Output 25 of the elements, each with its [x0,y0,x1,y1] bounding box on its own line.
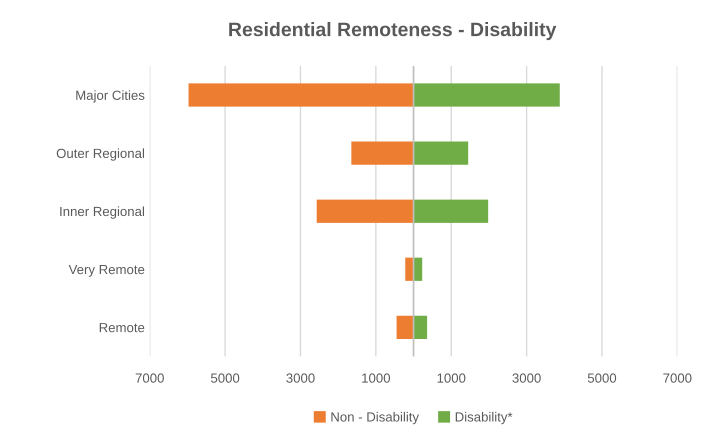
y-tick-label: Major Cities [76,90,144,103]
legend-label: Disability* [456,412,512,424]
bar [405,258,414,281]
bar [414,316,428,339]
y-tick-label: Remote [100,323,144,332]
y-tick-label: Inner Regional [60,206,144,219]
y-tick-label: Outer Regional [56,148,144,161]
x-tick-label: 5000 [210,373,240,383]
bar [316,200,414,223]
legend-label: Non - Disability [331,412,420,424]
y-tick-label: Very Remote [68,264,144,277]
bar [351,142,414,165]
x-tick-label: 3000 [286,373,315,383]
x-tick-label: 1000 [438,373,466,383]
bar [414,142,468,165]
bar [188,83,414,107]
chart-title: Residential Remoteness - Disability [229,22,556,40]
bar [414,83,560,107]
x-tick-label: 3000 [512,373,541,383]
x-tick-label: 7000 [136,373,164,383]
x-tick-label: 1000 [362,373,390,383]
x-tick-label: 5000 [588,373,616,383]
bar [396,316,414,339]
bar [414,200,488,223]
x-tick-label: 7000 [663,373,692,383]
